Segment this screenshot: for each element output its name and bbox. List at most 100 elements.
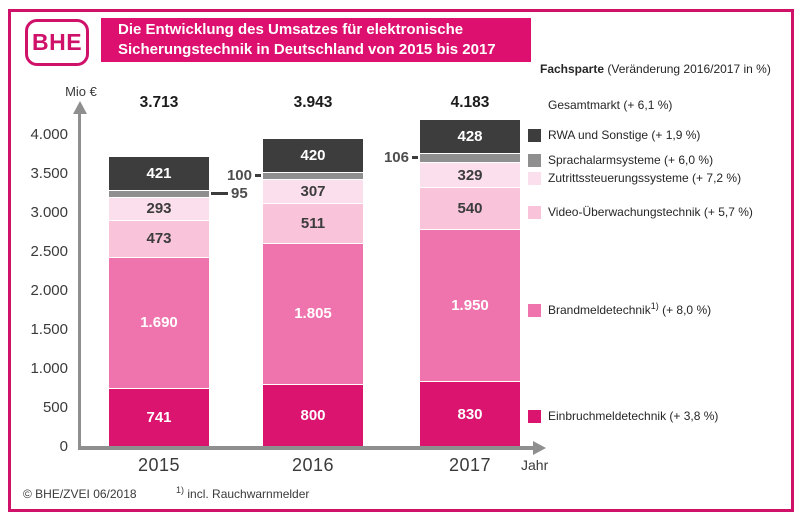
callout-line	[412, 156, 418, 159]
legend-item: Brandmeldetechnik1) (+ 8,0 %)	[528, 302, 711, 319]
bar-value-label: 473	[146, 230, 172, 248]
segment-einbruchmeldetechnik: 800	[263, 383, 363, 446]
callout-value-label: 100	[226, 167, 252, 184]
bar-value-label: 830	[457, 405, 483, 423]
bar-2016: 800 1.805 511 307 420	[263, 138, 363, 446]
x-axis-year-label: 2017	[448, 455, 492, 475]
segment-einbruchmeldetechnik: 741	[109, 388, 209, 446]
legend-item-label: Video-Überwachungstechnik (+ 5,7 %)	[548, 205, 753, 219]
callout-line	[255, 174, 261, 177]
legend-item: Einbruchmeldetechnik (+ 3,8 %)	[528, 408, 718, 425]
segment-brandmeldetechnik: 1.950	[420, 229, 520, 382]
segment-zutrittssteuerungssysteme: 307	[263, 179, 363, 204]
legend-header-note: (Veränderung 2016/2017 in %)	[604, 62, 771, 76]
y-tick-label: 2.000	[30, 281, 68, 299]
segment-zutrittssteuerungssysteme: 293	[109, 197, 209, 220]
bar-value-label: 420	[300, 146, 326, 164]
y-axis-arrow-icon	[73, 101, 87, 114]
bar-2017: 830 1.950 540 329 428	[420, 120, 520, 446]
callout-value-label: 95	[231, 184, 248, 202]
segment-rwa-und-sonstige: 421	[109, 156, 209, 190]
segment-sprachalarmsysteme	[109, 189, 209, 198]
legend-swatch	[528, 171, 541, 185]
legend-swatch	[528, 153, 541, 167]
legend-item: Video-Überwachungstechnik (+ 5,7 %)	[528, 204, 753, 221]
legend-item-label: RWA und Sonstige (+ 1,9 %)	[548, 128, 701, 142]
y-tick-label: 3.000	[30, 203, 68, 221]
legend-item: RWA und Sonstige (+ 1,9 %)	[528, 127, 700, 144]
callout-sprachalarmsysteme-2015: 95	[211, 184, 248, 202]
x-axis-arrow-icon	[533, 441, 546, 455]
x-axis-label: Jahr	[521, 457, 549, 473]
x-axis-year-label: 2015	[137, 455, 181, 475]
legend-item: Gesamtmarkt (+ 6,1 %)	[528, 97, 672, 114]
bar-value-label: 800	[300, 406, 326, 424]
x-axis-line	[78, 446, 534, 450]
bar-value-label: 1.950	[451, 297, 489, 315]
legend-swatch	[528, 205, 541, 219]
segment-video-ueberwachungstechnik: 540	[420, 187, 520, 230]
footnote: 1) incl. Rauchwarnmelder	[176, 485, 310, 502]
segment-sprachalarmsysteme	[263, 171, 363, 180]
bar-total-label: 4.183	[450, 94, 490, 111]
legend-item-label: Gesamtmarkt (+ 6,1 %)	[548, 98, 673, 112]
chart-title-line1: Die Entwicklung des Umsatzes für elektro…	[118, 21, 464, 38]
y-tick-label: 1.000	[30, 359, 68, 377]
legend-swatch	[528, 409, 541, 423]
segment-video-ueberwachungstechnik: 511	[263, 203, 363, 244]
bhe-logo-text: BHE	[31, 29, 83, 55]
callout-sprachalarmsysteme-2016: 100	[217, 167, 261, 185]
y-axis-line	[78, 114, 81, 446]
legend-header-title: Fachsparte	[540, 62, 605, 76]
y-tick-label: 500	[42, 398, 68, 416]
segment-brandmeldetechnik: 1.690	[109, 256, 209, 389]
bar-value-label: 1.805	[294, 305, 332, 323]
y-axis-unit-label: Mio €	[65, 84, 97, 99]
bhe-logo: BHE	[25, 19, 89, 66]
y-tick-label: 0	[59, 437, 68, 455]
y-tick-label: 4.000	[30, 125, 68, 143]
y-tick-label: 1.500	[30, 320, 68, 338]
legend-item-label: Zutrittssteuerungssysteme (+ 7,2 %)	[548, 171, 742, 185]
legend-swatch	[528, 303, 541, 317]
legend-header: Fachsparte (Veränderung 2016/2017 in %)	[540, 62, 771, 76]
segment-sprachalarmsysteme	[420, 153, 520, 162]
footnote-text: incl. Rauchwarnmelder	[184, 487, 310, 501]
y-tick-label: 3.500	[30, 164, 68, 182]
bar-value-label: 329	[457, 166, 483, 184]
bar-value-label: 540	[457, 200, 483, 218]
x-axis-year-label: 2016	[291, 455, 335, 475]
bar-total-label: 3.713	[139, 94, 179, 111]
bar-value-label: 307	[300, 183, 326, 201]
bar-value-label: 293	[146, 200, 172, 218]
legend-item-label: Brandmeldetechnik1) (+ 8,0 %)	[548, 301, 712, 318]
copyright-text: © BHE/ZVEI 06/2018	[23, 487, 137, 501]
segment-rwa-und-sonstige: 420	[263, 138, 363, 172]
bar-2015: 741 1.690 473 293 421	[109, 156, 209, 446]
bar-total-label: 3.943	[293, 94, 333, 111]
bar-value-label: 741	[146, 409, 172, 427]
bar-value-label: 511	[300, 215, 326, 233]
bar-value-label: 421	[146, 164, 172, 182]
segment-rwa-und-sonstige: 428	[420, 120, 520, 154]
callout-sprachalarmsysteme-2017: 106	[374, 149, 418, 167]
legend-item-label: Einbruchmeldetechnik (+ 3,8 %)	[548, 409, 719, 423]
legend-superscript: 1)	[650, 301, 659, 311]
callout-line	[211, 192, 228, 195]
segment-brandmeldetechnik: 1.805	[263, 243, 363, 384]
y-tick-label: 2.500	[30, 242, 68, 260]
legend-item: Zutrittssteuerungssysteme (+ 7,2 %)	[528, 170, 741, 187]
legend-item-label: Sprachalarmsysteme (+ 6,0 %)	[548, 153, 714, 167]
footnote-superscript: 1)	[176, 485, 185, 495]
legend-item: Sprachalarmsysteme (+ 6,0 %)	[528, 152, 713, 169]
segment-zutrittssteuerungssysteme: 329	[420, 161, 520, 188]
chart-title-line2: Sicherungstechnik in Deutschland von 201…	[118, 41, 496, 58]
bar-value-label: 428	[457, 128, 483, 146]
chart-title-box: Die Entwicklung des Umsatzes für elektro…	[101, 18, 531, 62]
callout-value-label: 106	[383, 149, 409, 167]
segment-video-ueberwachungstechnik: 473	[109, 219, 209, 257]
legend-swatch	[528, 128, 541, 142]
bar-value-label: 1.690	[140, 314, 178, 332]
